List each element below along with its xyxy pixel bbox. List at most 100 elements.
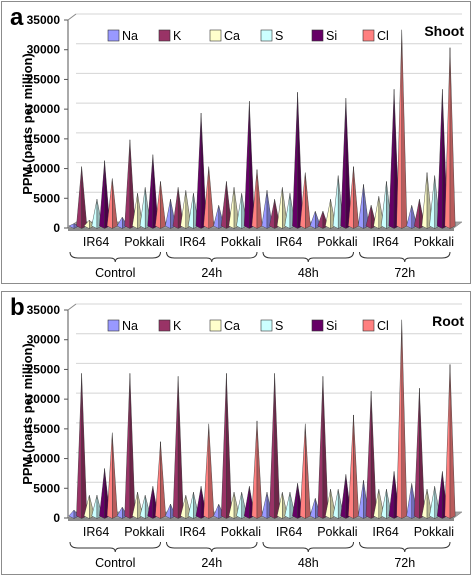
y-tick-label: 15000 [27,132,61,146]
bar-k [317,376,329,519]
bar-k [269,199,281,229]
legend-label: S [275,29,283,43]
bar-cl [155,441,166,519]
bar-side [370,391,377,519]
group-label: Control [95,556,135,570]
bar-face [236,492,242,519]
bar-side [363,184,369,229]
x-category-label: IR64 [179,235,205,249]
chart-floor-edge [68,228,454,231]
legend-label: Ca [224,29,240,43]
x-category-label: IR64 [179,525,205,539]
bar-side [297,92,304,229]
bar-side [112,432,118,519]
bar-side [152,154,159,229]
bar-face [124,373,131,519]
bar-face [358,480,364,519]
bar-face [413,199,420,229]
bar-face [348,414,354,519]
bar-side [112,178,118,229]
legend-swatch [107,29,120,42]
bar-face [381,181,387,229]
group-brace [359,251,451,263]
bar-cl [251,420,263,519]
bar-face [139,187,146,229]
bar-face [325,199,331,229]
bar-si [147,154,159,229]
bar-face [106,432,113,519]
group-brace [69,251,161,263]
group-brace [166,541,258,553]
bar-side [129,373,136,519]
x-category-label: Pokkali [124,525,164,539]
bar-side [449,364,456,519]
bar-cl [106,432,118,519]
bar-face [124,139,131,229]
bar-face [261,190,268,229]
group-label: 24h [201,266,222,280]
bar-side [160,441,166,519]
y-tick-label: 25000 [27,72,61,86]
bar-na [358,184,369,229]
bar-cl [155,181,166,229]
bar-side [129,139,136,229]
y-axis-label: PPM (parts per million) [20,53,35,195]
bar-k [413,388,425,519]
legend-label: Na [122,319,138,333]
shoot-panel: a 0 5000 10000 15000 20000 25000 30000 35000 PPM… [1,1,471,284]
bar-side [200,113,207,229]
y-tick-label: 30000 [27,43,61,57]
bar-k [124,373,136,519]
bar-face [147,486,154,519]
bar-face [165,199,171,229]
bar-s [429,486,441,519]
legend-swatch [158,319,171,332]
legend-label: Na [122,29,138,43]
legend-swatch [260,29,273,42]
bar-face [444,364,451,519]
bar-face [243,486,250,519]
bar-cl [203,166,215,229]
bar-face [429,175,435,229]
chart-floor-edge [68,518,454,521]
bar-cl [348,166,359,229]
bar-side [81,373,88,519]
legend-label: Si [326,29,337,43]
bar-cl [348,414,359,519]
y-tick-label: 10000 [27,452,61,466]
legend-swatch [209,319,222,332]
legend-swatch [311,29,324,42]
y-tick-label: 5000 [33,191,60,205]
y-tick-label: 0 [53,511,60,525]
bar-face [165,504,171,519]
bar-si [292,92,304,229]
y-tick-label: 10000 [27,162,61,176]
bar-face [213,504,219,519]
bar-face [251,420,258,519]
bar-side [177,376,184,519]
bar-face [340,474,347,519]
x-category-label: IR64 [372,525,398,539]
bar-cl [299,423,311,519]
bar-cl [251,169,263,229]
y-tick-label: 20000 [27,102,61,116]
legend-label: K [173,319,182,333]
x-category-label: IR64 [372,235,398,249]
x-category-label: IR64 [276,525,302,539]
bar-face [317,376,324,519]
bar-side [419,388,425,519]
bar-face [155,441,161,519]
x-category-label: Pokkali [221,235,261,249]
bar-cl [396,29,408,229]
bar-face [396,29,402,229]
bar-face [436,471,443,519]
bar-si [195,113,207,229]
bar-side [401,29,408,229]
bar-face [99,468,105,519]
bar-face [180,190,187,229]
bar-k [365,391,377,519]
x-category-label: Pokkali [414,235,454,249]
bar-face [99,160,105,229]
y-tick-label: 30000 [27,333,61,347]
bar-side [345,98,352,229]
